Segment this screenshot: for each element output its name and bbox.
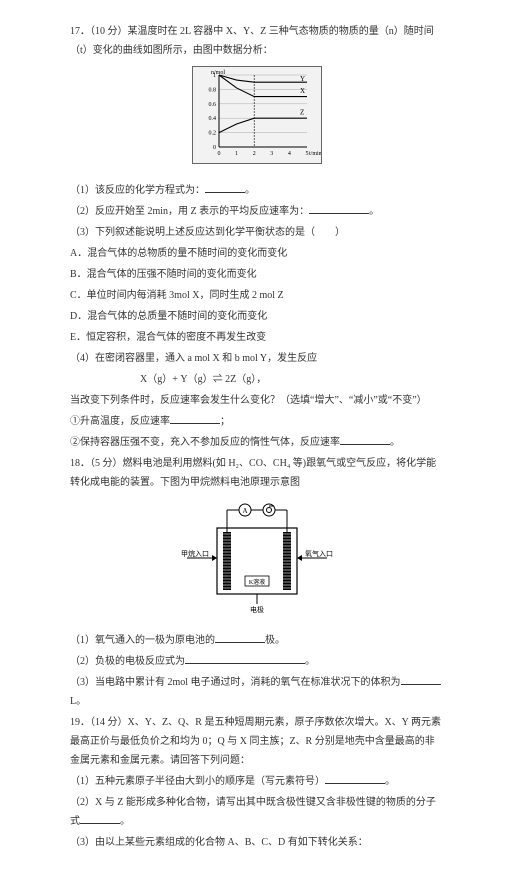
blank <box>325 774 385 784</box>
svg-text:0.2: 0.2 <box>208 131 216 137</box>
svg-text:0.8: 0.8 <box>208 87 216 93</box>
q18-p1: （1）氧气通入的一极为原电池的 极。 <box>70 631 443 650</box>
q18-p1-text: （1）氧气通入的一极为原电池的 <box>70 635 215 646</box>
q17-p1: （1）该反应的化学方程式为： 。 <box>70 181 443 200</box>
svg-text:1: 1 <box>235 151 238 157</box>
q17-p4-a: ①升高温度，反应速率 ； <box>70 412 443 431</box>
svg-text:Y: Y <box>299 75 304 83</box>
svg-text:0.6: 0.6 <box>208 102 216 108</box>
q18-p3-tail: L。 <box>70 696 86 707</box>
q18-header: 18．（5 分）燃料电池是利用燃料(如 H₂、CO、CH₄ 等)跟氧气或空气反应… <box>70 454 443 492</box>
blank <box>170 414 220 424</box>
q17-p3A: A．混合气体的总物质的量不随时间的变化而变化 <box>70 244 443 263</box>
svg-text:氧气入口: 氧气入口 <box>305 549 333 558</box>
q18-diagram-wrap: A 甲烷入口 氧气入口 K溶液电极 <box>70 498 443 621</box>
q17-p4-eq: X（g）+ Y（g）⇌ 2Z（g）， <box>70 370 443 389</box>
q17-p4-a-text: ①升高温度，反应速率 <box>70 416 170 427</box>
q17-p1-tail: 。 <box>245 185 255 196</box>
svg-text:3: 3 <box>270 151 273 157</box>
svg-text:电极: 电极 <box>250 605 264 614</box>
svg-text:2: 2 <box>252 151 255 157</box>
q17-p2-tail: 。 <box>369 206 379 217</box>
blank <box>309 204 369 214</box>
blank <box>340 435 390 445</box>
q17-p4-a-tail: ； <box>220 416 230 427</box>
svg-text:0: 0 <box>217 151 220 157</box>
svg-text:4: 4 <box>287 151 290 157</box>
svg-text:X: X <box>299 87 304 95</box>
q17-p3B: B．混合气体的压强不随时间的变化而变化 <box>70 265 443 284</box>
q17-p3D: D．混合气体的总质量不随时间的变化而变化 <box>70 307 443 326</box>
q19-header: 19．（14 分）X、Y、Z、Q、R 是五种短周期元素，原子序数依次增大。X、Y… <box>70 713 443 770</box>
q17-p3C: C．单位时间内每消耗 3mol X，同时生成 2 mol Z <box>70 286 443 305</box>
q19-p3: （3）由以上某些元素组成的化合物 A、B、C、D 有如下转化关系： <box>70 833 443 852</box>
q19-p2: （2）X 与 Z 能形成多种化合物，请写出其中既含极性键又含非极性键的物质的分子… <box>70 793 443 831</box>
q17-p4-q: 当改变下列条件时，反应速率会发生什么变化？（选填“增大”、“减小”或“不变”） <box>70 391 443 410</box>
blank <box>80 814 120 824</box>
q17-chart: 00.20.40.60.81012345XYZn/molt/min <box>192 66 322 164</box>
q18-p1-tail: 极。 <box>265 635 285 646</box>
q19-p1: （1）五种元素原子半径由大到小的顺序是（写元素符号） 。 <box>70 772 443 791</box>
q18-p3-text: （3）当电路中累计有 2mol 电子通过时，消耗的氧气在标准状况下的体积为 <box>70 677 401 688</box>
blank <box>185 654 305 664</box>
svg-text:A: A <box>242 507 247 515</box>
q18-p2-text: （2）负极的电极反应式为 <box>70 656 185 667</box>
q19-p1-text: （1）五种元素原子半径由大到小的顺序是（写元素符号） <box>70 776 325 787</box>
svg-text:0.4: 0.4 <box>208 116 216 122</box>
q19-p2-tail: 。 <box>120 816 130 827</box>
q17-header: 17．（10 分）某温度时在 2L 容器中 X、Y、Z 三种气态物质的物质的量（… <box>70 22 443 60</box>
q18-p2-tail: 。 <box>305 656 315 667</box>
q17-p2: （2）反应开始至 2min，用 Z 表示的平均反应速率为： 。 <box>70 202 443 221</box>
svg-text:0: 0 <box>213 145 216 151</box>
q17-p1-text: （1）该反应的化学方程式为： <box>70 185 205 196</box>
q17-p4-b-tail: 。 <box>390 437 400 448</box>
svg-text:K溶液: K溶液 <box>248 578 264 586</box>
q17-p4-b-text: ②保持容器压强不变，充入不参加反应的惰性气体，反应速率 <box>70 437 340 448</box>
q18-p2: （2）负极的电极反应式为 。 <box>70 652 443 671</box>
q17-p3E: E．恒定容积，混合气体的密度不再发生改变 <box>70 328 443 347</box>
q17-p2-text: （2）反应开始至 2min，用 Z 表示的平均反应速率为： <box>70 206 309 217</box>
exam-page: 17．（10 分）某温度时在 2L 容器中 X、Y、Z 三种气态物质的物质的量（… <box>0 0 508 874</box>
q18-diagram: A 甲烷入口 氧气入口 K溶液电极 <box>173 498 341 614</box>
blank <box>205 183 245 193</box>
svg-text:Z: Z <box>299 109 303 117</box>
q17-p4-b: ②保持容器压强不变，充入不参加反应的惰性气体，反应速率 。 <box>70 433 443 452</box>
svg-text:甲烷入口: 甲烷入口 <box>181 549 209 558</box>
blank <box>401 675 441 685</box>
q18-p3: （3）当电路中累计有 2mol 电子通过时，消耗的氧气在标准状况下的体积为 L。 <box>70 673 443 711</box>
q19-p1-tail: 。 <box>385 776 395 787</box>
svg-text:n/mol: n/mol <box>211 70 225 76</box>
svg-text:t/min: t/min <box>309 151 322 157</box>
q17-p3: （3）下列叙述能说明上述反应达到化学平衡状态的是（ ） <box>70 223 443 242</box>
q17-chart-wrap: 00.20.40.60.81012345XYZn/molt/min <box>70 66 443 171</box>
q17-p4-l1: （4）在密闭容器里，通入 a mol X 和 b mol Y，发生反应 <box>70 349 443 368</box>
